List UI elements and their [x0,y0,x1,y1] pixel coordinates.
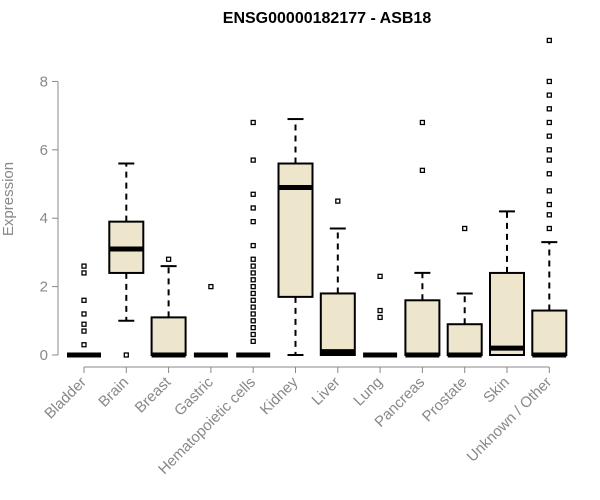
outlier-point [377,273,383,280]
outlier-point [462,225,468,232]
x-tick-label: Prostate [419,374,471,426]
y-tick-label: 6 [40,142,48,159]
outlier-point [250,205,256,211]
x-tick-label: Brain [95,374,132,411]
outlier-point [546,119,552,126]
outlier-point [81,263,87,269]
outlier-point [81,311,87,317]
box-body [489,271,525,356]
box-gastric [193,283,228,358]
box-skin [489,210,525,356]
outlier-point [250,283,256,290]
outlier-point [250,256,256,262]
outlier-point [546,37,552,44]
outlier-point [377,314,383,321]
box-body [404,299,441,356]
outlier-point [250,242,256,249]
outlier-point [250,331,256,338]
box-hematopoietic-cells [236,119,271,358]
box-body [150,316,187,356]
outlier-point [546,225,552,232]
outlier-point [81,270,87,276]
y-axis: 0 2 4 6 8 [40,73,59,364]
box-body [531,309,568,357]
box-liver [319,198,356,356]
outlier-point [250,277,256,283]
outlier-point [546,78,552,85]
outlier-point [123,352,129,358]
outlier-point [250,290,256,297]
outlier-point [546,147,552,153]
outlier-point [419,167,426,174]
outlier-point [546,92,552,98]
outlier-point [250,311,256,317]
outlier-point [81,328,87,334]
outlier-point [165,256,172,262]
y-tick-label: 8 [40,73,48,90]
box-body [319,292,356,356]
box-unknown-other [531,37,568,358]
outlier-point [250,270,256,276]
outlier-point [250,318,256,324]
outlier-point [546,201,552,208]
outlier-point [250,191,256,197]
outlier-point [250,218,256,225]
outlier-point [250,297,256,303]
y-tick-label: 4 [40,210,48,227]
box-pancreas [404,119,441,358]
outlier-point [546,188,552,194]
outlier-point [250,338,256,344]
outlier-point [81,342,87,348]
outlier-point [546,157,552,163]
outlier-point [250,263,256,269]
y-tick-label: 0 [40,347,48,364]
box-bladder [67,263,101,358]
outlier-point [208,283,214,290]
outlier-point [419,119,426,126]
outlier-point [335,198,341,204]
x-tick-label: Lung [350,374,386,410]
x-tick-label: Kidney [257,373,302,418]
outlier-point [250,157,256,163]
x-tick-label: Breast [132,373,175,416]
outlier-point [546,212,552,218]
x-tick-label: Bladder [41,374,90,423]
x-tick-label: Skin [480,374,513,407]
outlier-point [250,119,256,126]
chart-title: ENSG00000182177 - ASB18 [223,10,432,27]
outlier-point [250,304,256,310]
box-breast [150,256,187,358]
box-prostate [446,225,483,358]
box-body [277,162,314,298]
outlier-point [546,171,552,177]
outlier-point [250,324,256,331]
box-body [446,323,483,356]
box-brain [108,162,145,358]
y-axis-label: Expression [0,162,17,236]
outlier-point [81,297,87,303]
box-kidney [277,118,314,356]
x-tick-label: Liver [309,374,344,409]
outlier-point [546,133,552,139]
box-lung [363,273,398,358]
outlier-point [546,106,552,112]
outlier-point [377,307,383,314]
box-series [67,37,568,358]
outlier-point [81,321,87,327]
y-tick-label: 2 [40,279,48,296]
